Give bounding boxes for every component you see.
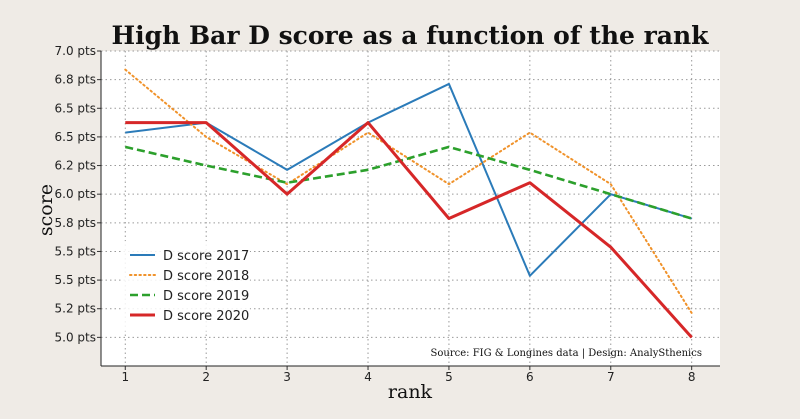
legend-entry: D score 2017 — [163, 249, 249, 264]
y-tick-label: 5.2 pts — [55, 302, 96, 316]
x-tick-label: 3 — [283, 370, 291, 384]
x-tick-label: 1 — [121, 370, 129, 384]
y-tick-label: 5.8 pts — [55, 216, 96, 230]
x-axis-label: rank — [388, 381, 433, 403]
axes — [97, 50, 720, 370]
y-tick-label: 5.5 pts — [55, 273, 96, 287]
x-tick-label: 4 — [364, 370, 372, 384]
source-note: Source: FIG & Longines data | Design: An… — [431, 348, 702, 359]
legend: D score 2017 D score 2018 D score 2019 D sc… — [123, 241, 250, 331]
legend-entry: D score 2018 — [163, 269, 249, 284]
y-tick-label: 5.0 pts — [55, 330, 96, 344]
chart-title: High Bar D score as a function of the ra… — [112, 21, 710, 50]
x-tick-label: 2 — [202, 370, 210, 384]
y-tick-label: 5.5 pts — [55, 244, 96, 258]
y-axis-label: score — [35, 184, 57, 236]
y-tick-label: 6.8 pts — [55, 73, 96, 87]
series-line-d-score-2017 — [125, 82, 692, 277]
series-line-d-score-2019 — [124, 145, 693, 220]
legend-entry: D score 2019 — [163, 289, 249, 304]
y-tick-label: 6.5 pts — [55, 130, 96, 144]
x-tick-label: 5 — [445, 370, 453, 384]
y-tick-label: 7.0 pts — [55, 44, 96, 58]
y-tick-label: 6.0 pts — [55, 187, 96, 201]
x-tick-label: 6 — [526, 370, 534, 384]
y-tick-label: 6.5 pts — [55, 101, 96, 115]
x-tick-label: 8 — [688, 370, 696, 384]
legend-entry: D score 2020 — [163, 309, 249, 324]
series-line-d-score-2020 — [125, 121, 693, 339]
x-tick-label: 7 — [607, 370, 615, 384]
tick-labels: 5.0 pts 5.2 pts 5.5 pts 5.5 pts 5.8 pts 6.0 p… — [55, 44, 696, 384]
series-lines — [124, 68, 693, 339]
y-tick-label: 6.2 pts — [55, 159, 96, 173]
